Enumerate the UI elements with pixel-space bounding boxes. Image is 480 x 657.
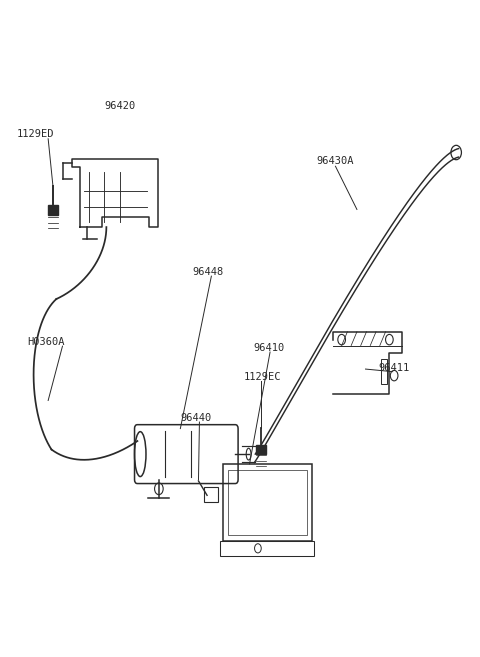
Text: 1129ED: 1129ED (17, 129, 55, 139)
Bar (223, 464, 312, 541)
Bar (204, 487, 217, 502)
Bar (48, 205, 58, 215)
Bar (381, 359, 387, 384)
Bar (220, 541, 314, 556)
Bar (256, 445, 266, 454)
Text: 96410: 96410 (253, 344, 285, 353)
Text: H0360A: H0360A (28, 337, 65, 347)
Text: 96430A: 96430A (316, 156, 354, 166)
Text: 1129EC: 1129EC (244, 372, 281, 382)
Text: 96448: 96448 (192, 267, 224, 277)
Bar (228, 470, 307, 535)
Text: 96411: 96411 (378, 363, 409, 373)
Text: 96420: 96420 (104, 101, 135, 111)
Text: 96440: 96440 (180, 413, 212, 423)
